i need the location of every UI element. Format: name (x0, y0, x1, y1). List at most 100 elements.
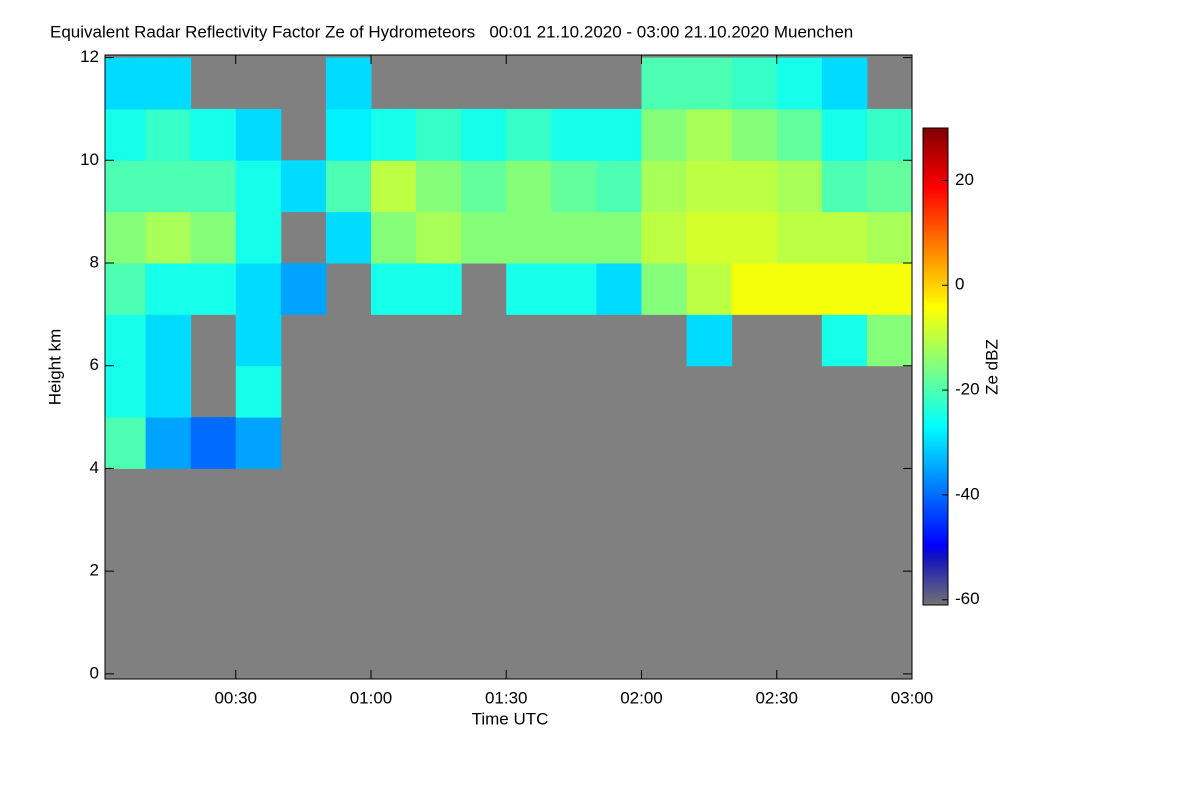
y-tick-label: 0 (90, 663, 99, 682)
x-tick-label: 00:30 (214, 688, 257, 707)
heatmap-cell (596, 108, 642, 161)
heatmap-cell (105, 160, 147, 213)
heatmap-cell (105, 263, 147, 315)
y-tick-label: 6 (90, 355, 99, 374)
heatmap-cell (416, 263, 462, 315)
heatmap-cell (776, 108, 823, 161)
heatmap-cell (686, 314, 733, 367)
heatmap-cell (145, 263, 192, 315)
heatmap-cell (776, 57, 823, 110)
heatmap-cell (866, 160, 912, 213)
heatmap-cell (235, 160, 282, 213)
heatmap-cell (370, 211, 417, 264)
heatmap-cell (416, 160, 462, 213)
plot-frame (104, 54, 913, 680)
heatmap-cell (776, 160, 823, 213)
heatmap-cell (821, 160, 868, 213)
x-tick-label: 01:00 (350, 688, 393, 707)
heatmap-cell (641, 57, 688, 110)
heatmap-cell (731, 57, 778, 110)
heatmap-cell (145, 108, 192, 161)
heatmap-cell (280, 263, 327, 315)
chart-title: Equivalent Radar Reflectivity Factor Ze … (50, 22, 853, 41)
heatmap-cell (370, 160, 417, 213)
heatmap-cell (105, 57, 147, 110)
heatmap-cell (235, 417, 282, 469)
heatmap-cell (105, 211, 147, 264)
heatmap-cell (145, 160, 192, 213)
heatmap-cell (325, 57, 372, 110)
heatmap-cell (461, 108, 507, 161)
heatmap-cell (821, 108, 868, 161)
heatmap-cell (416, 211, 462, 264)
heatmap-cell (370, 263, 417, 315)
heatmap-cell (461, 211, 507, 264)
heatmap-cell (866, 314, 912, 367)
heatmap-cell (731, 108, 778, 161)
heatmap-cell (596, 263, 642, 315)
heatmap-cell (596, 160, 642, 213)
y-tick-label: 8 (90, 252, 99, 271)
heatmap-cell (641, 160, 688, 213)
heatmap-cell (190, 160, 237, 213)
heatmap-cell (641, 108, 688, 161)
heatmap-cell (821, 314, 868, 367)
heatmap-cell (641, 263, 688, 315)
x-axis-label: Time UTC (472, 709, 549, 728)
heatmap-cell (551, 211, 597, 264)
y-tick-label: 2 (90, 561, 99, 580)
heatmap-cell (506, 160, 552, 213)
heatmap-cell (325, 108, 372, 161)
y-axis-label: Height km (45, 329, 64, 406)
heatmap-cell (145, 314, 192, 367)
heatmap-cell (551, 160, 597, 213)
heatmap-cell (866, 263, 912, 315)
heatmap-cell (551, 263, 597, 315)
heatmap-cell (506, 211, 552, 264)
heatmap-cell (105, 314, 147, 367)
heatmap-cell (105, 365, 147, 418)
x-tick-label: 01:30 (485, 688, 528, 707)
y-tick-label: 12 (80, 47, 99, 66)
colorbar-tick-label: 0 (955, 275, 964, 294)
x-tick-label: 02:30 (755, 688, 798, 707)
heatmap-cell (280, 160, 327, 213)
heatmap-cell (686, 211, 733, 264)
heatmap-cell (190, 108, 237, 161)
y-tick-label: 10 (80, 150, 99, 169)
heatmap-cell (235, 314, 282, 367)
heatmap-cell (145, 365, 192, 418)
heatmap-cell (821, 57, 868, 110)
heatmap-cell (821, 211, 868, 264)
heatmap-cell (145, 211, 192, 264)
heatmap-cell (551, 108, 597, 161)
heatmap-cell (686, 108, 733, 161)
colorbar-tick-label: -60 (955, 589, 980, 608)
heatmap-cell (686, 160, 733, 213)
heatmap-cell (776, 263, 823, 315)
heatmap-cell (776, 211, 823, 264)
heatmap-cell (731, 211, 778, 264)
colorbar-tick-label: 20 (955, 170, 974, 189)
colorbar-tick-label: -20 (955, 380, 980, 399)
heatmap-cell (325, 211, 372, 264)
heatmap-cell (506, 108, 552, 161)
heatmap-cell (235, 263, 282, 315)
colorbar (922, 127, 949, 606)
heatmap-cell (370, 108, 417, 161)
heatmap-cell (461, 160, 507, 213)
heatmap-cell (145, 417, 192, 469)
heatmap-cell (190, 263, 237, 315)
x-tick-label: 02:00 (620, 688, 663, 707)
heatmap-cell (641, 211, 688, 264)
heatmap-cell (866, 211, 912, 264)
heatmap-cell (325, 160, 372, 213)
heatmap-cell (145, 57, 192, 110)
heatmap-cell (506, 263, 552, 315)
heatmap-cell (235, 365, 282, 418)
heatmap-cell (866, 108, 912, 161)
heatmap-cell (235, 108, 282, 161)
heatmap-cell (235, 211, 282, 264)
heatmap-cell (731, 160, 778, 213)
